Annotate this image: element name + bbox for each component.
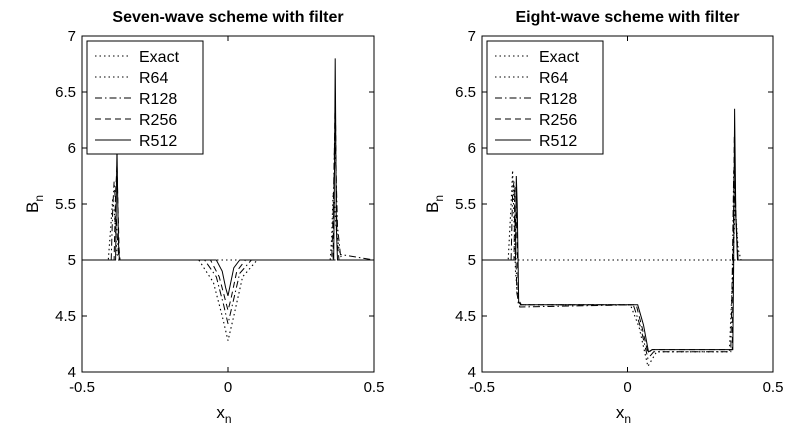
- y-axis-label-main: B: [23, 202, 42, 213]
- legend-label-exact: Exact: [539, 49, 580, 66]
- legend-label-r512: R512: [139, 133, 177, 150]
- y-tick-label: 7: [68, 28, 76, 45]
- legend: Exact R64 R128 R256 R512: [486, 40, 604, 155]
- y-tick-label: 5: [468, 252, 476, 269]
- y-tick-label: 6: [68, 140, 76, 157]
- chart-panel-1: Seven-wave scheme with filter -0.5 0 0.5 4 4.…: [23, 9, 384, 426]
- y-axis-label: Bn: [23, 195, 46, 213]
- x-tick-label: -0.5: [69, 379, 95, 396]
- x-axis-label-sub: n: [225, 412, 232, 426]
- series-line-r512: [482, 108, 773, 353]
- chart-panel-2: Eight-wave scheme with filter -0.5 0 0.5 4 4.…: [423, 9, 783, 426]
- y-tick-label: 5.5: [55, 196, 76, 213]
- y-tick-label: 5: [68, 252, 76, 269]
- legend-label-exact: Exact: [139, 49, 180, 66]
- x-axis-label: xn: [216, 403, 231, 426]
- series-group: [82, 58, 374, 341]
- legend-label-r128: R128: [139, 91, 177, 108]
- x-tick-label: 0: [224, 379, 232, 396]
- y-tick-label: 4.5: [55, 308, 76, 325]
- legend: Exact R64 R128 R256 R512: [86, 40, 204, 155]
- y-tick-label: 4.5: [455, 308, 476, 325]
- series-line-r64: [82, 192, 374, 341]
- y-tick-label: 6.5: [55, 84, 76, 101]
- legend-label-r512: R512: [539, 133, 577, 150]
- y-tick-label: 5.5: [455, 196, 476, 213]
- y-tick-label: 4: [68, 364, 76, 381]
- legend-label-r64: R64: [139, 70, 168, 87]
- x-tick-label: 0.5: [763, 379, 784, 396]
- series-group: [482, 108, 773, 368]
- y-tick-label: 7: [468, 28, 476, 45]
- x-tick-label: 0.5: [364, 379, 385, 396]
- y-tick-label: 6: [468, 140, 476, 157]
- x-axis-label-sub: n: [624, 412, 631, 426]
- series-line-r256: [482, 136, 773, 354]
- legend-label-r256: R256: [139, 112, 177, 129]
- x-axis-label: xn: [616, 403, 631, 426]
- y-axis-label-sub: n: [432, 195, 446, 202]
- x-axis-label-main: x: [216, 403, 225, 422]
- y-axis-label-main: B: [423, 202, 442, 213]
- series-line-r64: [482, 170, 773, 368]
- legend-label-r256: R256: [539, 112, 577, 129]
- x-axis-label-main: x: [616, 403, 625, 422]
- legend-label-r128: R128: [539, 91, 577, 108]
- y-tick-label: 4: [468, 364, 476, 381]
- series-line-r512: [82, 58, 374, 296]
- y-axis-label: Bn: [423, 195, 446, 213]
- x-tick-label: -0.5: [469, 379, 495, 396]
- chart-title: Eight-wave scheme with filter: [515, 9, 739, 26]
- y-tick-label: 6.5: [455, 84, 476, 101]
- legend-label-r64: R64: [539, 70, 568, 87]
- x-tick-label: 0: [623, 379, 631, 396]
- chart-title: Seven-wave scheme with filter: [112, 9, 343, 26]
- series-line-r128: [482, 170, 773, 360]
- y-axis-label-sub: n: [32, 195, 46, 202]
- series-line-r128: [82, 136, 374, 324]
